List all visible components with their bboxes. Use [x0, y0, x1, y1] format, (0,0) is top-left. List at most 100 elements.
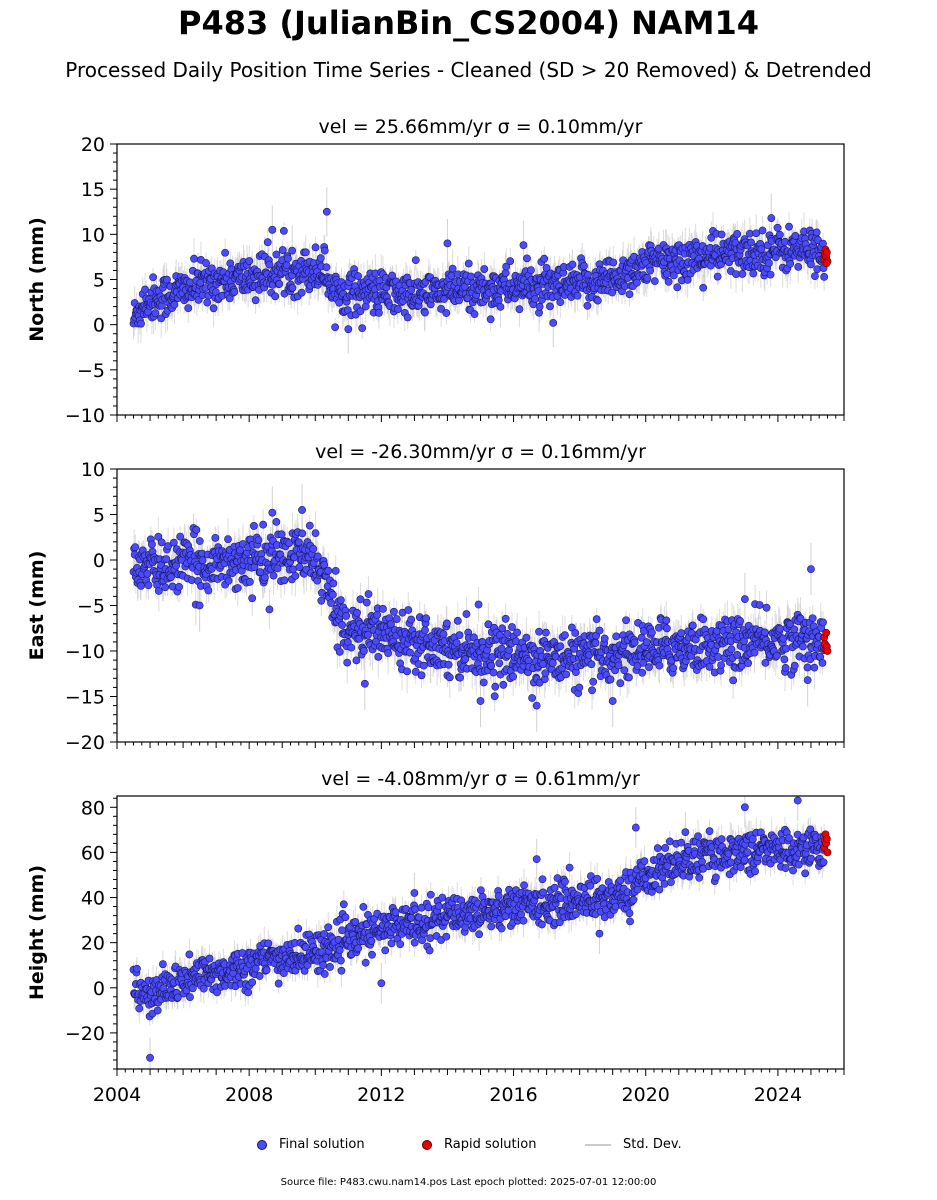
final-solution-point — [813, 265, 822, 274]
final-solution-point — [149, 273, 158, 282]
final-solution-point — [225, 294, 234, 303]
final-solution-point — [532, 701, 541, 710]
final-solution-point — [175, 582, 183, 591]
final-solution-point — [360, 647, 368, 655]
final-solution-point — [291, 571, 300, 580]
final-solution-point — [818, 659, 827, 667]
final-solution-point — [143, 569, 152, 578]
final-solution-point — [717, 230, 726, 239]
final-solution-point — [204, 586, 213, 595]
final-solution-point — [195, 601, 204, 610]
final-solution-point — [498, 624, 507, 633]
final-solution-point — [379, 605, 387, 613]
final-solution-point — [717, 661, 725, 670]
final-solution-point — [790, 661, 799, 670]
final-solution-point — [141, 285, 149, 294]
final-solution-point — [245, 577, 254, 586]
final-solution-point — [265, 260, 274, 269]
final-solution-point — [354, 272, 363, 281]
final-solution-point — [392, 615, 401, 623]
final-solution-point — [612, 632, 621, 641]
final-solution-point — [593, 296, 602, 305]
final-solution-point — [625, 290, 634, 299]
final-solution-point — [309, 545, 318, 553]
final-solution-point — [749, 269, 758, 278]
final-solution-point — [807, 565, 815, 573]
final-solution-point — [167, 573, 175, 581]
page-subtitle: Processed Daily Position Time Series - C… — [65, 58, 872, 82]
final-solution-point — [556, 642, 565, 651]
final-solution-point — [455, 631, 464, 640]
final-solution-point — [490, 692, 499, 701]
final-solution-point — [347, 643, 356, 652]
final-solution-point — [298, 506, 306, 514]
final-solution-point — [646, 266, 655, 275]
final-solution-point — [561, 631, 569, 640]
final-solution-point — [541, 669, 550, 678]
final-solution-point — [301, 248, 310, 257]
final-solution-point — [169, 538, 178, 547]
final-solution-point — [151, 309, 160, 318]
final-solution-point — [184, 304, 193, 312]
final-solution-point — [515, 305, 524, 314]
final-solution-point — [614, 661, 623, 670]
plot-area — [129, 483, 832, 732]
final-solution-point — [148, 540, 156, 549]
final-solution-point — [810, 663, 819, 672]
final-solution-point — [411, 667, 420, 676]
final-solution-point — [736, 617, 744, 625]
final-solution-point — [461, 655, 470, 664]
final-solution-point — [491, 682, 500, 691]
rapid-solution-point — [822, 248, 831, 257]
final-solution-point — [643, 273, 652, 282]
final-solution-point — [157, 538, 166, 547]
final-solution-point — [375, 308, 383, 317]
final-solution-point — [335, 647, 344, 656]
final-solution-point — [131, 543, 140, 552]
final-solution-point — [505, 646, 513, 654]
final-solution-point — [589, 677, 598, 686]
final-solution-point — [609, 258, 618, 267]
final-solution-point — [268, 225, 277, 234]
final-solution-point — [154, 587, 163, 595]
final-solution-point — [211, 533, 220, 542]
rapid-solution-points — [820, 628, 832, 655]
final-solution-point — [496, 302, 505, 311]
y-tick-label: −5 — [77, 360, 105, 382]
final-solution-point — [144, 581, 153, 590]
rapid-solution-point — [822, 259, 831, 268]
final-solution-point — [819, 618, 827, 627]
y-tick-label: 0 — [93, 315, 105, 337]
final-solution-point — [313, 552, 322, 561]
final-solution-point — [608, 288, 617, 297]
final-solution-point — [755, 601, 764, 609]
final-solution-point — [317, 596, 326, 605]
final-solution-point — [288, 246, 297, 255]
final-solution-point — [311, 529, 320, 537]
final-solution-point — [479, 678, 488, 687]
final-solution-point — [353, 608, 361, 617]
final-solution-point — [298, 529, 307, 538]
final-solution-point — [744, 659, 753, 668]
final-solution-point — [195, 537, 204, 545]
page-title: P483 (JulianBin_CS2004) NAM14 — [177, 4, 760, 42]
final-solution-point — [456, 673, 465, 682]
final-solution-point — [513, 628, 522, 637]
final-solution-point — [279, 226, 288, 235]
final-solution-point — [352, 656, 361, 665]
final-solution-point — [448, 264, 457, 273]
final-solution-point — [790, 625, 799, 634]
final-solution-point — [622, 616, 630, 625]
final-solution-point — [542, 264, 551, 272]
final-solution-point — [474, 600, 483, 609]
final-solution-point — [329, 579, 338, 588]
final-solution-point — [403, 667, 412, 676]
final-solution-point — [467, 272, 475, 281]
final-solution-point — [272, 518, 281, 526]
final-solution-point — [546, 302, 554, 311]
final-solution-point — [775, 624, 784, 633]
final-solution-point — [407, 286, 416, 294]
final-solution-point — [595, 626, 604, 635]
final-solution-point — [781, 237, 789, 246]
